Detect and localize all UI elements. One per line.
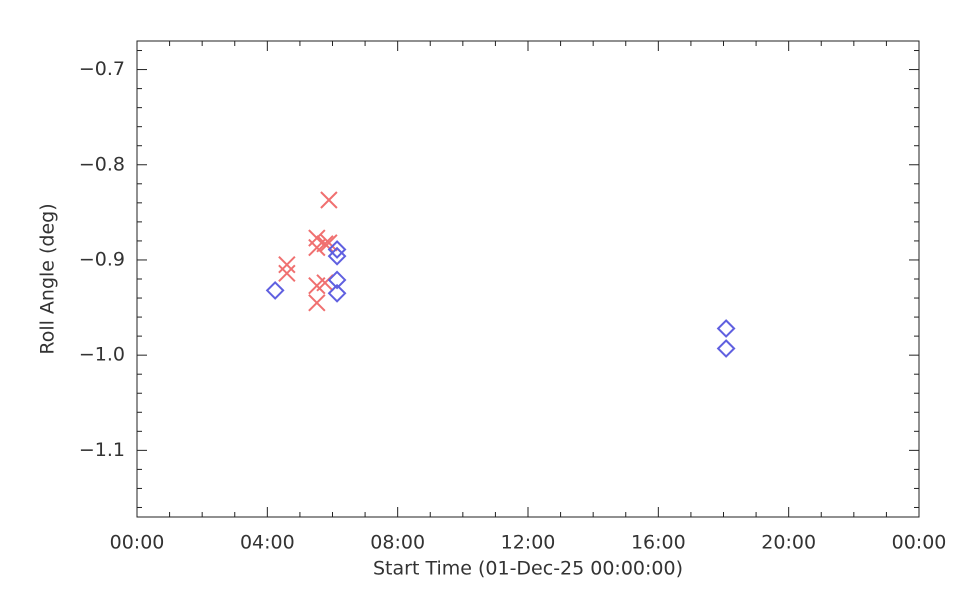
point	[278, 256, 296, 274]
y-tick-label: −1.1	[79, 439, 125, 461]
point	[716, 319, 736, 338]
x-tick-label: 04:00	[240, 532, 295, 554]
point	[320, 234, 338, 252]
x-tick-label: 00:00	[892, 532, 947, 554]
x-axis-label: Start Time (01-Dec-25 00:00:00)	[373, 558, 683, 580]
point	[327, 283, 347, 303]
point	[308, 229, 326, 247]
plot-frame	[136, 40, 920, 518]
x-tick-label: 20:00	[761, 532, 816, 554]
x-tick-label: 16:00	[631, 532, 686, 554]
point	[327, 240, 347, 259]
point	[716, 339, 736, 358]
y-tick-label: −1.0	[79, 344, 125, 366]
point	[320, 191, 338, 209]
x-tick-label: 12:00	[501, 532, 556, 554]
point	[278, 264, 296, 282]
y-tick-label: −0.9	[79, 248, 125, 270]
point	[327, 270, 347, 290]
y-tick-label: −0.8	[79, 153, 125, 175]
x-tick-label: 00:00	[110, 532, 165, 554]
point	[308, 294, 326, 312]
y-axis-label: Roll Angle (deg)	[37, 203, 59, 354]
x-tick-label: 08:00	[370, 532, 425, 554]
y-tick-label: −0.7	[79, 58, 125, 80]
point	[265, 281, 285, 300]
point	[327, 246, 347, 266]
